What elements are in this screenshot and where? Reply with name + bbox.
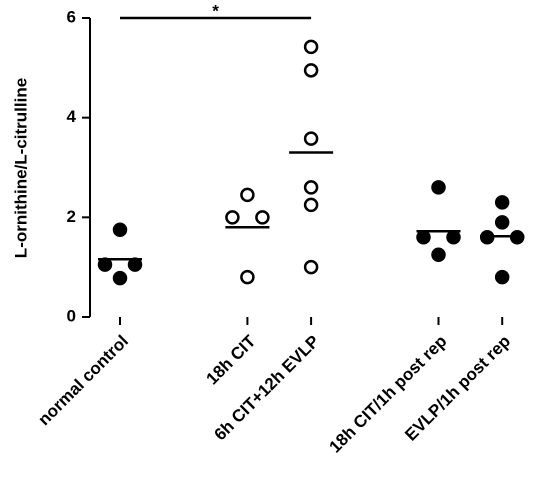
data-point [112,222,128,238]
x-tick-label: 18h CIT/1h post rep [326,332,451,457]
data-point [97,257,113,272]
x-tick-label: EVLP/1h post rep [401,332,514,445]
y-tick-label: 6 [67,7,76,26]
x-tick-label: 18h CIT [203,331,260,388]
data-point [240,269,255,285]
x-tick-label: normal control [34,332,132,430]
data-point [112,270,128,286]
data-point [303,180,319,195]
data-point [303,39,319,55]
data-point [494,215,510,230]
data-point [303,197,319,213]
data-point [494,269,510,285]
y-tick-label: 4 [67,107,77,126]
data-point [431,180,446,195]
x-tick-label: 6h CIT+12h EVLP [210,332,323,445]
data-point [255,210,270,225]
y-tick-label: 0 [67,306,76,325]
y-tick-label: 2 [67,207,76,226]
data-point [127,257,143,272]
data-point [240,187,255,203]
data-point [225,210,240,225]
data-point [494,195,510,210]
data-point [416,230,431,245]
data-point [431,247,446,262]
y-axis-label: L-ornithine/L-citrulline [11,78,30,258]
data-point [303,63,319,78]
data-point [446,230,461,245]
significance-label: * [212,1,219,20]
data-point [303,131,319,146]
data-point [303,259,319,275]
